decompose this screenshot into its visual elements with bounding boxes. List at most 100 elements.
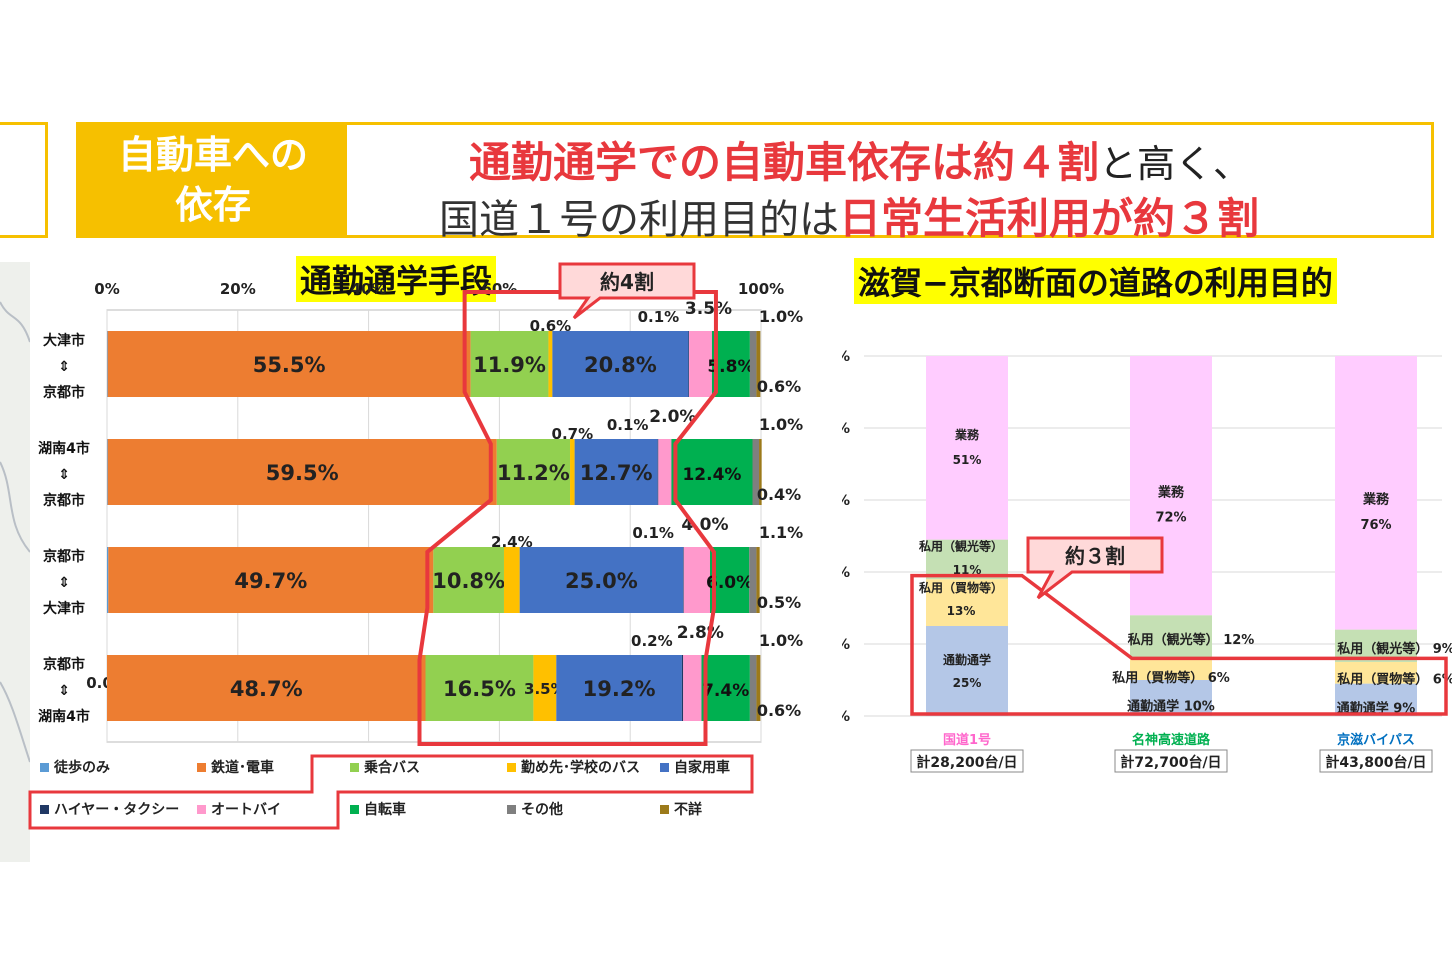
- bar-segment: [926, 539, 1008, 580]
- category-label: ⇕: [58, 683, 70, 699]
- bar-segment: [107, 547, 109, 613]
- y-tick-label: 60%: [842, 493, 850, 509]
- segment-label: 私用（観光等） 12%: [1128, 632, 1255, 648]
- legend-swatch: [197, 805, 206, 814]
- data-label: 0.6%: [757, 377, 801, 396]
- legend-label: 徒歩のみ: [53, 759, 110, 776]
- category-label: 国道1号: [943, 732, 991, 748]
- legend-label: 自家用車: [674, 759, 730, 776]
- data-label: 12.7%: [580, 461, 653, 485]
- bar-segment: [681, 655, 684, 721]
- legend-swatch: [40, 805, 49, 814]
- callout-text: 約３割: [1065, 544, 1125, 568]
- data-label: 11.9%: [473, 353, 546, 377]
- bar-segment: [548, 331, 553, 397]
- data-label: 49.7%: [234, 569, 307, 593]
- data-label: 0.6%: [530, 317, 572, 335]
- data-label: 0.4%: [757, 485, 801, 504]
- y-tick-label: 40%: [842, 565, 850, 581]
- segment-label: 業務: [954, 427, 980, 442]
- bar-segment: [926, 626, 1008, 716]
- bar-segment: [749, 655, 757, 721]
- headline-line1-rest: と高く、: [1099, 142, 1252, 186]
- legend-swatch: [40, 763, 49, 772]
- data-label: 0.5%: [757, 593, 801, 612]
- x-tick-label: 0%: [94, 280, 119, 298]
- volume-box: [910, 749, 1024, 773]
- bar-segment: [533, 655, 557, 721]
- data-label: 6.0%: [706, 573, 753, 593]
- data-label: 16.5%: [443, 677, 516, 701]
- y-tick-label: 80%: [842, 421, 850, 437]
- bar-segment: [1130, 680, 1212, 716]
- bar-segment: [756, 331, 761, 397]
- category-label: 京都市: [43, 656, 85, 673]
- bar-segment: [570, 439, 575, 505]
- x-tick-label: 100%: [738, 280, 784, 298]
- highlight-outline: [417, 290, 718, 746]
- bar-segment: [752, 439, 760, 505]
- bar-segment: [688, 331, 690, 397]
- volume-label: 計72,700台/日: [1120, 754, 1221, 771]
- segment-label: 72%: [1155, 511, 1186, 526]
- bar-segment: [701, 655, 750, 721]
- topic-tag: 自動車への 依存: [79, 125, 347, 235]
- right-chart-title: 滋賀−京都断面の道路の利用目的: [854, 258, 1337, 304]
- bar-segment: [683, 655, 702, 721]
- data-label: 3.5%: [524, 680, 566, 698]
- legend-label: 鉄道･電車: [211, 759, 274, 776]
- legend-label: その他: [521, 801, 563, 818]
- x-tick-label: 60%: [481, 280, 517, 298]
- data-label: 0.1%: [607, 416, 649, 434]
- bar-segment: [683, 547, 710, 613]
- legend-swatch: [507, 763, 516, 772]
- bar-segment: [107, 331, 108, 397]
- segment-label: 通勤通学 10%: [1127, 699, 1215, 715]
- segment-label: 25%: [953, 676, 982, 690]
- x-tick-label: 20%: [220, 280, 256, 298]
- bar-segment: [689, 331, 712, 397]
- category-label: 名神高速道路: [1132, 732, 1211, 748]
- bar-segment: [496, 439, 571, 505]
- bar-segment: [1130, 615, 1212, 659]
- category-label: 京都市: [43, 384, 85, 401]
- volume-label: 計28,200台/日: [916, 754, 1017, 771]
- legend-label: 不詳: [674, 801, 702, 818]
- volume-box: [1319, 749, 1433, 773]
- data-label: 0.7%: [552, 425, 594, 443]
- data-label: 55.5%: [253, 353, 326, 377]
- category-label: 大津市: [43, 332, 85, 349]
- segment-label: 私用（観光等）: [918, 538, 1003, 553]
- headline-line2: 国道１号の利用目的は日常生活利用が約３割: [439, 185, 1259, 246]
- callout-box: [558, 262, 696, 320]
- callout-box: [1026, 536, 1164, 600]
- volume-box: [1114, 749, 1228, 773]
- data-label: 1.0%: [759, 631, 803, 650]
- bar-segment: [749, 331, 757, 397]
- commute-mode-chart: 0%20%40%60%80%100%大津市⇕京都市0.1%55.5%11.9%0…: [28, 262, 803, 830]
- segment-label: 13%: [947, 604, 976, 618]
- headline-line1-red: 通勤通学での自動車依存は約４割: [469, 138, 1100, 187]
- segment-label: 私用（買物等） 6%: [1337, 672, 1452, 688]
- category-label: 湖南4市: [38, 708, 90, 725]
- category-label: 京都市: [43, 548, 85, 565]
- bar-segment: [1130, 658, 1212, 680]
- legend-swatch: [507, 805, 516, 814]
- headline-line2-red: 日常生活利用が約３割: [839, 194, 1260, 243]
- legend-swatch: [350, 805, 359, 814]
- y-tick-label: 0%: [842, 709, 850, 725]
- bar-segment: [107, 655, 426, 721]
- header-banner: 自動車への 依存 通勤通学での自動車依存は約４割と高く、 国道１号の利用目的は日…: [76, 122, 1434, 243]
- bar-segment: [107, 439, 108, 505]
- category-label: ⇕: [58, 467, 70, 483]
- bar-segment: [107, 439, 497, 505]
- legend-label: 乗合バス: [363, 759, 420, 776]
- topic-tag-line1: 自動車への: [117, 133, 308, 177]
- bar-segment: [709, 547, 750, 613]
- data-label: 7.4%: [702, 681, 749, 701]
- segment-label: 51%: [953, 453, 982, 467]
- data-label: 20.8%: [584, 353, 657, 377]
- bar-segment: [749, 547, 757, 613]
- legend-label: ハイヤー・タクシー: [54, 802, 179, 818]
